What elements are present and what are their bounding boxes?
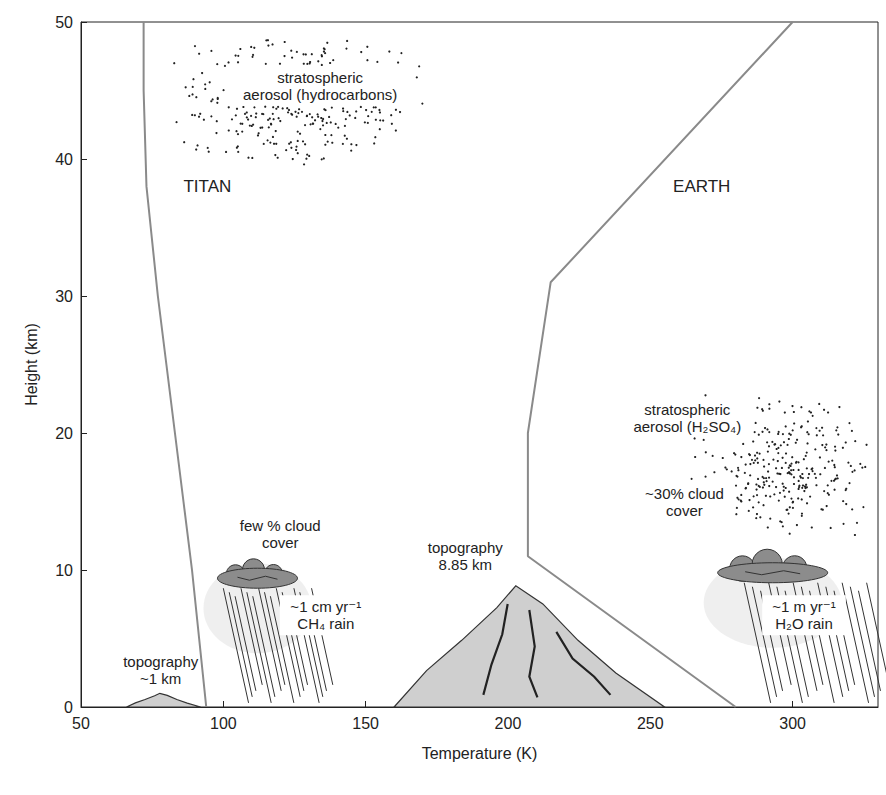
svg-text:250: 250 — [637, 715, 664, 732]
svg-text:30: 30 — [55, 288, 73, 305]
svg-text:40: 40 — [55, 151, 73, 168]
svg-text:20: 20 — [55, 425, 73, 442]
svg-text:few % cloud: few % cloud — [240, 517, 321, 534]
svg-text:EARTH: EARTH — [673, 177, 730, 196]
svg-text:cover: cover — [262, 534, 299, 551]
svg-text:100: 100 — [210, 715, 237, 732]
svg-text:TITAN: TITAN — [183, 177, 231, 196]
svg-text:cover: cover — [666, 502, 703, 519]
svg-text:0: 0 — [64, 699, 73, 716]
svg-text:8.85 km: 8.85 km — [439, 556, 492, 573]
svg-text:aerosol (hydrocarbons): aerosol (hydrocarbons) — [243, 86, 397, 103]
svg-text:stratospheric: stratospheric — [644, 401, 730, 418]
svg-text:~30% cloud: ~30% cloud — [645, 485, 724, 502]
svg-text:150: 150 — [352, 715, 379, 732]
svg-text:50: 50 — [72, 715, 90, 732]
svg-text:~1 km: ~1 km — [140, 670, 181, 687]
svg-text:Temperature (K): Temperature (K) — [422, 745, 538, 762]
svg-text:~1 cm yr⁻¹: ~1 cm yr⁻¹ — [290, 598, 361, 615]
svg-text:CH₄ rain: CH₄ rain — [297, 615, 354, 632]
svg-text:aerosol (H₂SO₄): aerosol (H₂SO₄) — [633, 418, 741, 435]
svg-text:H₂O rain: H₂O rain — [775, 615, 833, 632]
svg-text:Height (km): Height (km) — [23, 323, 40, 406]
svg-text:~1 m yr⁻¹: ~1 m yr⁻¹ — [772, 598, 835, 615]
svg-text:stratospheric: stratospheric — [277, 69, 363, 86]
svg-text:50: 50 — [55, 14, 73, 31]
svg-text:topography: topography — [428, 539, 504, 556]
svg-text:10: 10 — [55, 562, 73, 579]
svg-text:topography: topography — [123, 653, 199, 670]
svg-text:300: 300 — [779, 715, 806, 732]
svg-text:200: 200 — [495, 715, 522, 732]
